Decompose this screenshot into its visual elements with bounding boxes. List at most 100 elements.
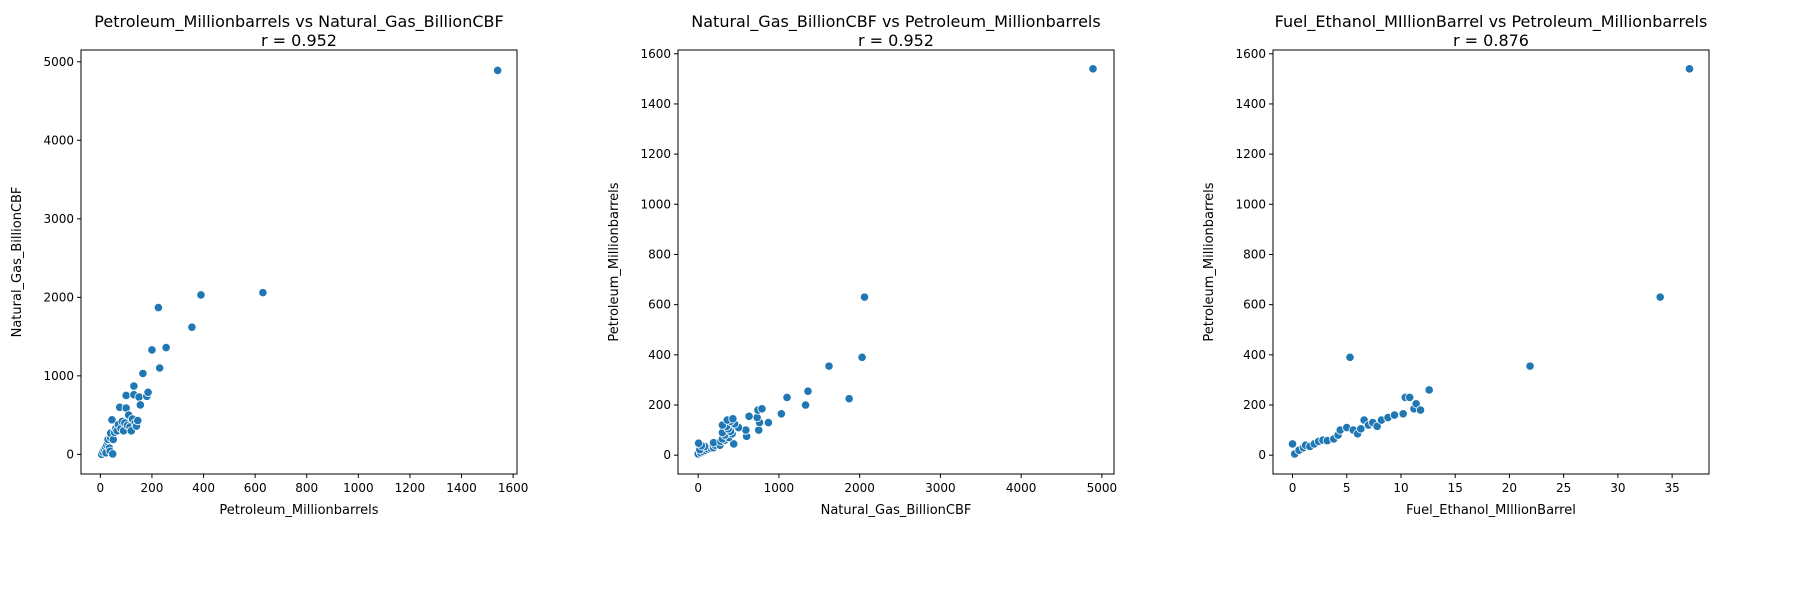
data-point xyxy=(196,290,206,300)
y-tick-label: 1000 xyxy=(1235,197,1266,211)
data-points xyxy=(97,65,503,459)
data-point xyxy=(135,400,145,410)
x-tick-label: 10 xyxy=(1393,481,1408,495)
x-tick-label: 1000 xyxy=(343,481,374,495)
data-point xyxy=(857,352,867,362)
x-tick-label: 5 xyxy=(1343,481,1351,495)
y-tick-label: 1400 xyxy=(640,97,671,111)
x-tick-label: 1400 xyxy=(446,481,477,495)
data-point xyxy=(844,394,854,404)
y-tick-label: 800 xyxy=(648,247,671,261)
data-point xyxy=(147,345,157,355)
x-tick-label: 800 xyxy=(295,481,318,495)
x-axis-label: Natural_Gas_BillionCBF xyxy=(821,503,972,518)
x-tick-label: 0 xyxy=(97,481,105,495)
x-tick-label: 35 xyxy=(1664,481,1679,495)
x-axis-label: Petroleum_Millionbarrels xyxy=(219,503,378,518)
x-tick-label: 15 xyxy=(1448,481,1463,495)
data-point xyxy=(133,416,143,426)
x-tick-label: 5000 xyxy=(1087,481,1118,495)
data-points xyxy=(693,64,1098,459)
chart-title: Fuel_Ethanol_MIllionBarrel vs Petroleum_… xyxy=(1275,12,1708,32)
data-point xyxy=(1655,292,1665,302)
y-tick-label: 200 xyxy=(648,398,671,412)
x-tick-label: 200 xyxy=(140,481,163,495)
x-tick-label: 1200 xyxy=(395,481,426,495)
data-point xyxy=(1411,399,1421,409)
y-axis-label: Petroleum_Millionbarrels xyxy=(1202,182,1217,341)
data-point xyxy=(800,400,811,410)
data-point xyxy=(493,65,503,76)
y-tick-label: 400 xyxy=(648,348,671,362)
y-tick-label: 400 xyxy=(1243,348,1266,362)
data-point xyxy=(134,392,144,402)
y-tick-label: 3000 xyxy=(43,212,74,226)
y-tick-label: 2000 xyxy=(43,290,74,304)
data-point xyxy=(107,415,117,425)
data-point xyxy=(258,288,268,298)
data-point xyxy=(143,387,153,397)
x-tick-label: 0 xyxy=(694,481,702,495)
y-axis-ticks: 0 1000 2000 3000 4000 5000 xyxy=(43,55,81,461)
plot-frame xyxy=(1272,49,1710,475)
chart-title: Natural_Gas_BillionCBF vs Petroleum_Mill… xyxy=(691,12,1100,32)
data-point xyxy=(754,425,764,435)
y-tick-label: 1200 xyxy=(640,147,671,161)
data-point xyxy=(752,412,762,423)
data-point xyxy=(824,361,834,371)
y-tick-label: 600 xyxy=(648,298,671,312)
data-point xyxy=(1405,392,1415,403)
scatter-panel-3: Fuel_Ethanol_MIllionBarrel vs Petroleum_… xyxy=(1202,12,1710,518)
y-tick-label: 0 xyxy=(1258,448,1266,462)
y-tick-label: 800 xyxy=(1243,247,1266,261)
x-tick-label: 0 xyxy=(1289,481,1297,495)
data-point xyxy=(129,381,139,391)
x-axis-ticks: 0 1000 2000 3000 4000 5000 xyxy=(694,474,1117,495)
x-axis-ticks: 0 200 400 600 800 1000 1200 1400 1600 xyxy=(97,474,529,495)
y-tick-label: 5000 xyxy=(43,55,74,69)
data-point xyxy=(744,411,754,421)
x-tick-label: 1600 xyxy=(498,481,529,495)
plot-frame xyxy=(80,49,518,475)
data-point xyxy=(155,363,165,373)
data-point xyxy=(1424,385,1434,395)
y-tick-label: 4000 xyxy=(43,133,74,147)
data-point xyxy=(782,392,792,403)
chart-subtitle: r = 0.876 xyxy=(1453,31,1529,50)
data-point xyxy=(1287,439,1298,449)
x-tick-label: 400 xyxy=(192,481,215,495)
x-tick-label: 20 xyxy=(1502,481,1517,495)
data-point xyxy=(776,409,786,419)
data-point xyxy=(187,322,197,332)
y-axis-ticks: 0 200 400 600 800 1000 1200 1400 1600 xyxy=(640,47,678,462)
scatter-panel-1: Petroleum_Millionbarrels vs Natural_Gas_… xyxy=(10,12,528,518)
data-point xyxy=(108,449,118,459)
data-point xyxy=(728,414,738,424)
data-point xyxy=(1525,361,1535,371)
data-point xyxy=(803,386,813,396)
data-point xyxy=(161,342,171,353)
x-tick-label: 2000 xyxy=(844,481,875,495)
y-axis-label: Petroleum_Millionbarrels xyxy=(607,182,622,341)
data-points xyxy=(1287,64,1695,459)
x-tick-label: 30 xyxy=(1610,481,1625,495)
y-tick-label: 1200 xyxy=(1235,147,1266,161)
x-tick-label: 600 xyxy=(244,481,267,495)
chart-subtitle: r = 0.952 xyxy=(858,31,934,50)
data-point xyxy=(138,368,148,379)
y-tick-label: 0 xyxy=(66,447,74,461)
data-point xyxy=(763,417,774,428)
data-point xyxy=(1684,64,1695,74)
y-axis-label: Natural_Gas_BillionCBF xyxy=(10,187,25,338)
chart-title: Petroleum_Millionbarrels vs Natural_Gas_… xyxy=(94,12,503,32)
plot-frame xyxy=(677,49,1115,475)
data-point xyxy=(153,302,163,313)
y-tick-label: 0 xyxy=(663,448,671,462)
x-axis-label: Fuel_Ethanol_MIllionBarrel xyxy=(1406,503,1576,518)
data-point xyxy=(1415,405,1426,415)
y-tick-label: 1600 xyxy=(1235,47,1266,61)
data-point xyxy=(1356,424,1366,434)
data-point xyxy=(121,390,131,401)
